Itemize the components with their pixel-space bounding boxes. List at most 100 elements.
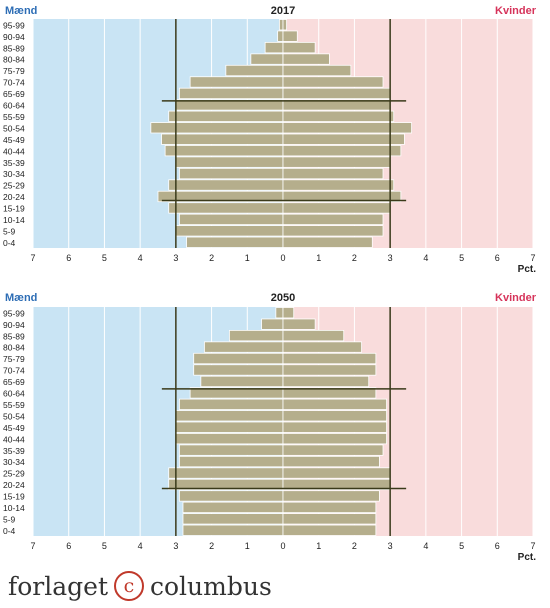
bar-women-75-79 bbox=[282, 64, 352, 77]
age-label: 45-49 bbox=[3, 423, 25, 433]
bar-women-45-49 bbox=[282, 421, 387, 433]
x-tick-label: 4 bbox=[423, 253, 428, 263]
x-tick-label: 4 bbox=[423, 541, 428, 551]
bar-women-5-9 bbox=[282, 513, 377, 525]
bar-men-50-54 bbox=[175, 410, 284, 422]
age-label: 65-69 bbox=[3, 377, 25, 387]
bar-women-35-39 bbox=[282, 444, 384, 456]
bar-women-40-44 bbox=[282, 433, 387, 445]
age-label: 75-79 bbox=[3, 354, 25, 364]
bar-men-50-54 bbox=[150, 122, 284, 134]
unit-label: Pct. bbox=[518, 264, 537, 275]
bar-men-90-94 bbox=[277, 30, 284, 42]
bar-women-50-54 bbox=[282, 122, 412, 134]
chart-title: 2050 bbox=[271, 292, 295, 304]
age-label: 55-59 bbox=[3, 112, 25, 122]
x-tick-label: 7 bbox=[530, 253, 535, 263]
bar-men-30-34 bbox=[179, 455, 284, 468]
publisher-logo: forlaget c columbus bbox=[8, 568, 272, 604]
women-background bbox=[283, 307, 533, 536]
age-label: 20-24 bbox=[3, 480, 25, 490]
bar-men-55-59 bbox=[179, 398, 284, 410]
age-label: 60-64 bbox=[3, 389, 25, 399]
x-tick-label: 1 bbox=[245, 541, 250, 551]
bar-men-95-99 bbox=[279, 19, 284, 31]
bar-women-30-34 bbox=[282, 455, 380, 468]
bar-men-55-59 bbox=[168, 110, 284, 122]
copyright-c-icon: c bbox=[114, 571, 144, 601]
age-label: 85-89 bbox=[3, 331, 25, 341]
x-tick-label: 3 bbox=[173, 541, 178, 551]
bar-women-95-99 bbox=[282, 307, 295, 319]
age-label: 10-14 bbox=[3, 503, 25, 513]
age-label: 80-84 bbox=[3, 55, 25, 65]
age-label: 30-34 bbox=[3, 169, 25, 179]
x-tick-label: 2 bbox=[209, 253, 214, 263]
chart-title: 2017 bbox=[271, 5, 295, 17]
age-label: 40-44 bbox=[3, 434, 25, 444]
bar-women-45-49 bbox=[282, 133, 405, 145]
unit-label: Pct. bbox=[518, 552, 537, 563]
bar-women-25-29 bbox=[282, 179, 395, 191]
x-tick-label: 1 bbox=[316, 253, 321, 263]
bar-women-20-24 bbox=[282, 190, 402, 203]
bar-men-70-74 bbox=[193, 364, 284, 376]
x-tick-label: 6 bbox=[495, 253, 500, 263]
age-label: 45-49 bbox=[3, 135, 25, 145]
age-label: 15-19 bbox=[3, 492, 25, 502]
bar-men-75-79 bbox=[225, 64, 284, 77]
bar-men-25-29 bbox=[168, 179, 284, 191]
age-label: 70-74 bbox=[3, 366, 25, 376]
age-label: 50-54 bbox=[3, 411, 25, 421]
bar-women-80-84 bbox=[282, 341, 362, 353]
bar-women-75-79 bbox=[282, 352, 377, 365]
bar-men-80-84 bbox=[250, 53, 284, 65]
bar-women-55-59 bbox=[282, 110, 395, 122]
x-tick-label: 3 bbox=[388, 253, 393, 263]
x-tick-label: 7 bbox=[30, 253, 35, 263]
bar-women-15-19 bbox=[282, 490, 380, 502]
x-tick-label: 7 bbox=[30, 541, 35, 551]
population-pyramids: 95-9990-9485-8980-8475-7970-7465-6960-64… bbox=[3, 5, 537, 563]
bar-men-95-99 bbox=[275, 307, 284, 319]
bar-men-65-69 bbox=[179, 87, 284, 100]
age-label: 75-79 bbox=[3, 66, 25, 76]
bar-men-0-4 bbox=[182, 524, 284, 536]
bar-women-95-99 bbox=[282, 19, 287, 31]
x-tick-label: 3 bbox=[388, 541, 393, 551]
age-label: 85-89 bbox=[3, 43, 25, 53]
bar-women-30-34 bbox=[282, 167, 384, 180]
bar-men-45-49 bbox=[161, 133, 284, 145]
bar-men-65-69 bbox=[200, 375, 284, 388]
women-label: Kvinder bbox=[495, 5, 537, 17]
age-label: 55-59 bbox=[3, 400, 25, 410]
x-tick-label: 1 bbox=[316, 541, 321, 551]
x-tick-label: 2 bbox=[352, 253, 357, 263]
bar-men-40-44 bbox=[164, 145, 284, 157]
x-tick-label: 5 bbox=[459, 253, 464, 263]
bar-women-65-69 bbox=[282, 375, 370, 388]
age-label: 0-4 bbox=[3, 238, 16, 248]
bar-men-35-39 bbox=[175, 156, 284, 168]
age-label: 65-69 bbox=[3, 89, 25, 99]
bar-men-85-89 bbox=[229, 329, 284, 342]
x-tick-label: 5 bbox=[102, 253, 107, 263]
x-tick-label: 5 bbox=[102, 541, 107, 551]
bar-men-40-44 bbox=[175, 433, 284, 445]
bar-men-5-9 bbox=[175, 225, 284, 237]
x-tick-label: 4 bbox=[138, 541, 143, 551]
x-tick-label: 5 bbox=[459, 541, 464, 551]
bar-women-65-69 bbox=[282, 87, 391, 100]
bar-women-70-74 bbox=[282, 364, 377, 376]
bar-men-35-39 bbox=[179, 444, 284, 456]
bar-men-5-9 bbox=[182, 513, 284, 525]
bar-women-55-59 bbox=[282, 398, 387, 410]
men-label: Mænd bbox=[5, 292, 37, 304]
bar-men-30-34 bbox=[179, 167, 284, 180]
bar-women-25-29 bbox=[282, 467, 391, 479]
x-tick-label: 7 bbox=[530, 541, 535, 551]
bar-women-15-19 bbox=[282, 202, 391, 214]
x-tick-label: 3 bbox=[173, 253, 178, 263]
age-label: 35-39 bbox=[3, 446, 25, 456]
age-label: 95-99 bbox=[3, 20, 25, 30]
